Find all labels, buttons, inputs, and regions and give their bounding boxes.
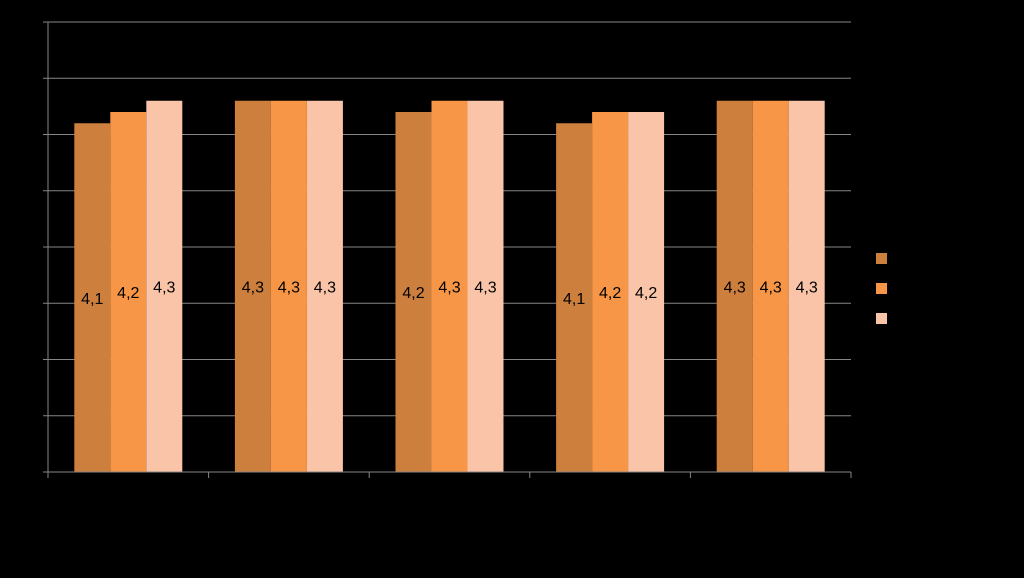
data-label: 4,2	[599, 285, 621, 302]
bar	[74, 123, 111, 472]
data-label: 4,3	[314, 280, 336, 297]
data-label: 4,3	[242, 280, 264, 297]
data-label: 4,3	[153, 280, 175, 297]
bar	[628, 112, 665, 472]
data-label: 4,3	[278, 280, 300, 297]
bar	[431, 100, 468, 472]
data-label: 4,3	[796, 280, 818, 297]
data-label: 4,2	[635, 285, 657, 302]
bar	[395, 112, 432, 472]
bar	[788, 100, 825, 472]
data-label: 4,2	[117, 285, 139, 302]
data-label: 4,3	[724, 280, 746, 297]
bar	[110, 112, 147, 472]
data-label: 4,3	[438, 280, 460, 297]
bar	[306, 100, 343, 472]
bar	[270, 100, 307, 472]
data-label: 4,3	[760, 280, 782, 297]
legend-marker	[876, 253, 887, 264]
data-label: 4,3	[474, 280, 496, 297]
bar	[716, 100, 753, 472]
bar	[234, 100, 271, 472]
bar	[467, 100, 504, 472]
data-label: 4,1	[563, 291, 585, 308]
legend-marker	[876, 313, 887, 324]
bar	[592, 112, 629, 472]
data-label: 4,2	[402, 285, 424, 302]
bar	[146, 100, 183, 472]
bar	[556, 123, 593, 472]
legend-marker	[876, 283, 887, 294]
data-label: 4,1	[81, 291, 103, 308]
bar	[752, 100, 789, 472]
